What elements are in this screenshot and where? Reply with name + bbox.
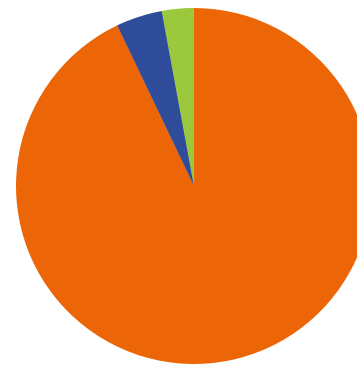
pie-slices <box>16 8 357 364</box>
pie-slice-1 <box>16 8 357 364</box>
pie-slice-3 <box>161 8 194 186</box>
pie-slice-2 <box>117 10 194 187</box>
